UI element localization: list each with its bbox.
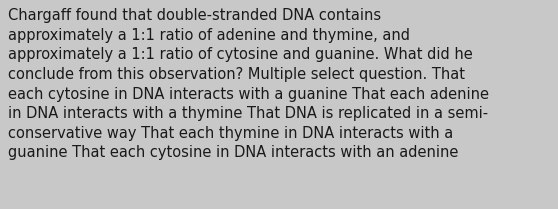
Text: Chargaff found that double-stranded DNA contains
approximately a 1:1 ratio of ad: Chargaff found that double-stranded DNA … [8,8,489,160]
